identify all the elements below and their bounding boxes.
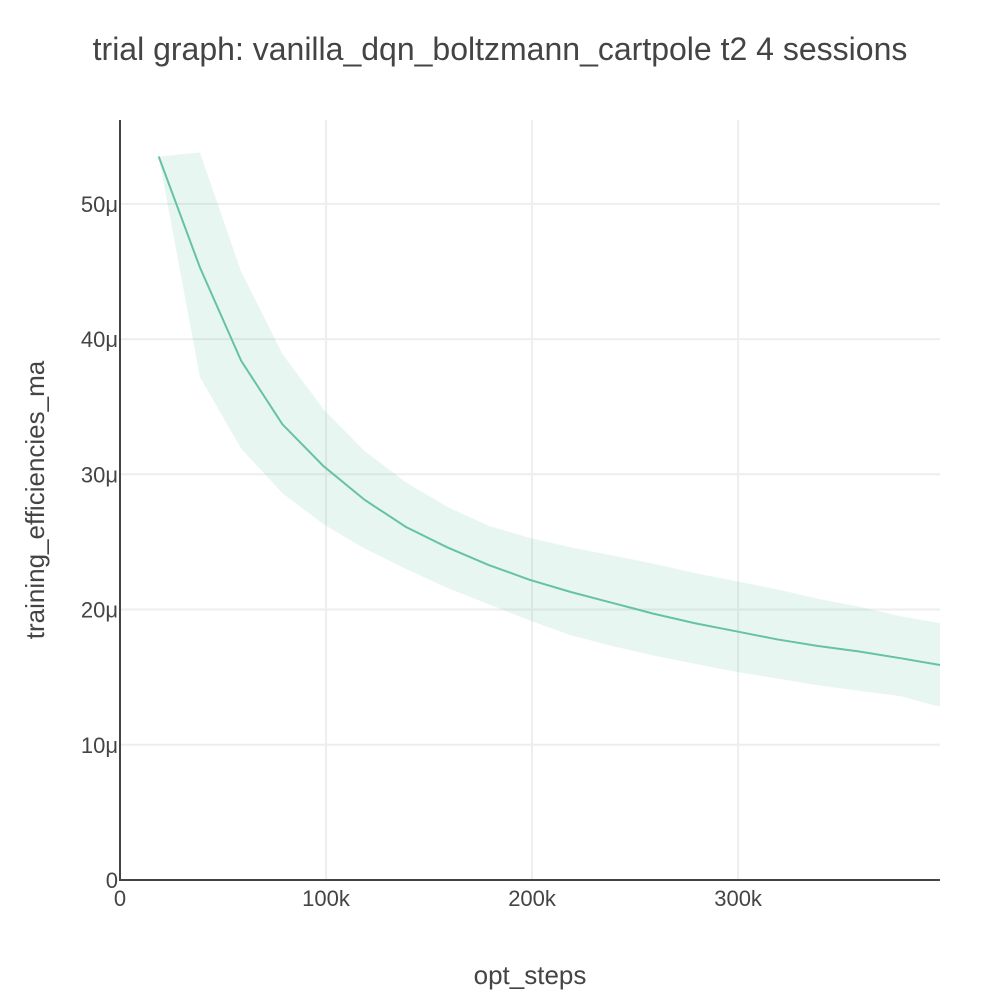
x-tick-labels: 0 100k 200k 300k xyxy=(114,886,763,911)
y-tick-label: 30μ xyxy=(81,462,118,487)
y-tick-label: 0 xyxy=(106,868,118,893)
x-axis-title: opt_steps xyxy=(474,960,587,990)
y-tick-labels: 0 10μ 20μ 30μ 40μ 50μ xyxy=(81,192,118,893)
series-line xyxy=(157,156,941,666)
y-tick-label: 50μ xyxy=(81,192,118,217)
y-axis-title: training_efficiencies_ma xyxy=(20,360,50,639)
y-gridlines xyxy=(120,202,940,746)
x-tick-label: 100k xyxy=(302,886,351,911)
confidence-band xyxy=(158,152,940,707)
x-tick-label: 200k xyxy=(508,886,557,911)
chart-title: trial graph: vanilla_dqn_boltzmann_cartp… xyxy=(93,31,908,67)
x-tick-label: 300k xyxy=(714,886,763,911)
y-tick-label: 20μ xyxy=(81,598,118,623)
x-gridlines xyxy=(325,120,740,880)
y-tick-label: 40μ xyxy=(81,327,118,352)
y-tick-label: 10μ xyxy=(81,733,118,758)
x-tick-label: 0 xyxy=(114,886,126,911)
